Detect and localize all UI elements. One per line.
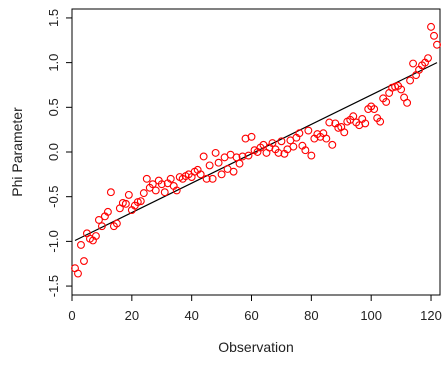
data-point xyxy=(325,118,334,127)
data-points xyxy=(71,22,441,278)
data-point xyxy=(268,139,277,148)
data-point xyxy=(247,132,256,141)
data-point xyxy=(160,188,169,197)
data-point xyxy=(361,119,370,128)
data-point xyxy=(370,105,379,114)
data-point xyxy=(403,98,412,107)
data-point xyxy=(277,137,286,146)
data-point xyxy=(124,190,133,199)
y-axis: -1.5 -1.0 -0.5 0.0 0.5 1.0 1.5 xyxy=(46,9,72,297)
data-point xyxy=(103,207,112,216)
y-tick-label: -1.0 xyxy=(46,230,61,252)
data-point xyxy=(112,219,121,228)
data-point xyxy=(142,174,151,183)
y-tick-label: 1.0 xyxy=(46,54,61,72)
data-point xyxy=(295,129,304,138)
data-point xyxy=(376,117,385,126)
fit-line-group xyxy=(74,62,438,242)
data-point xyxy=(74,269,82,278)
y-axis-label: Phi Parameter xyxy=(9,107,25,197)
data-point xyxy=(80,257,88,265)
y-tick-label: 1.5 xyxy=(46,9,61,27)
data-point xyxy=(427,22,435,31)
data-point xyxy=(307,151,316,160)
data-point xyxy=(301,146,310,155)
data-point xyxy=(94,215,103,224)
data-point xyxy=(232,153,241,162)
data-point xyxy=(77,241,85,249)
data-point xyxy=(157,180,166,189)
x-tick-label: 100 xyxy=(360,308,382,323)
data-point xyxy=(148,180,157,189)
fit-line xyxy=(74,62,438,242)
data-point xyxy=(205,161,214,170)
data-point xyxy=(235,159,244,168)
x-tick-label: 0 xyxy=(68,308,75,323)
y-tick-label: 0.5 xyxy=(46,98,61,116)
data-point xyxy=(322,134,331,143)
y-tick-label: -0.5 xyxy=(46,185,61,207)
y-tick-label: 0.0 xyxy=(46,143,61,161)
x-tick-label: 40 xyxy=(184,308,198,323)
data-point xyxy=(229,167,238,176)
data-point xyxy=(121,199,130,208)
data-point xyxy=(151,186,160,195)
data-point xyxy=(289,142,298,151)
data-point xyxy=(139,189,148,198)
x-axis-label: Observation xyxy=(218,339,293,355)
data-point xyxy=(238,152,247,161)
data-point xyxy=(397,85,406,94)
data-point xyxy=(430,31,438,40)
data-point xyxy=(199,152,208,161)
data-point xyxy=(214,158,223,167)
data-point xyxy=(166,174,175,183)
data-point xyxy=(433,40,441,49)
x-tick-label: 120 xyxy=(420,308,442,323)
data-point xyxy=(97,222,106,231)
x-tick-label: 80 xyxy=(304,308,318,323)
data-point xyxy=(172,186,181,195)
data-point xyxy=(244,151,253,160)
data-point xyxy=(136,197,145,206)
data-point xyxy=(91,232,100,240)
data-point xyxy=(349,112,358,121)
data-point xyxy=(202,174,211,183)
data-point xyxy=(409,59,418,68)
data-point xyxy=(340,128,349,137)
data-point xyxy=(406,76,415,85)
data-point xyxy=(208,174,217,183)
x-tick-label: 60 xyxy=(244,308,258,323)
data-point xyxy=(424,54,432,63)
data-point xyxy=(106,188,115,197)
data-point xyxy=(211,148,220,157)
data-point xyxy=(217,170,226,179)
data-point xyxy=(304,126,313,135)
data-point xyxy=(196,170,205,179)
data-point xyxy=(328,140,337,149)
x-tick-label: 20 xyxy=(125,308,139,323)
x-axis: 0 20 40 60 80 100 120 xyxy=(68,295,442,323)
data-point xyxy=(274,148,283,157)
data-point xyxy=(382,97,391,106)
y-tick-label: -1.5 xyxy=(46,275,61,297)
